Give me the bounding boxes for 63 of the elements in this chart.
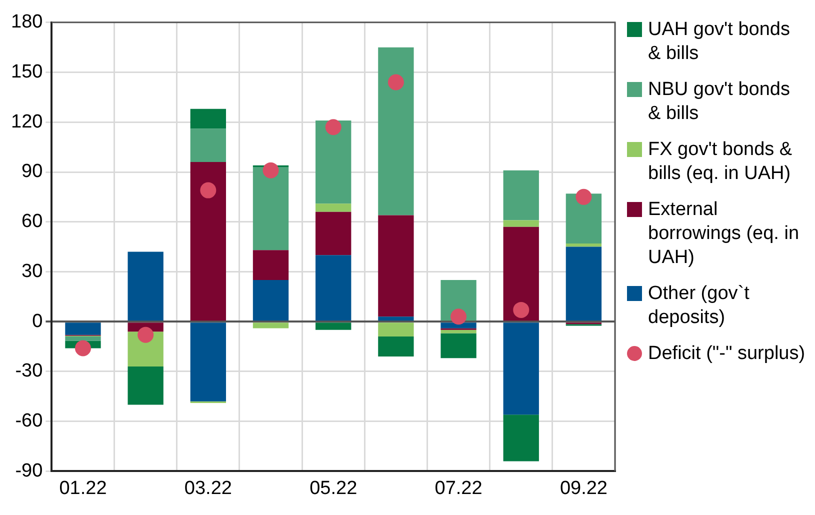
bar	[128, 252, 164, 321]
legend-label: Other (gov`t deposits)	[648, 282, 750, 330]
bar	[252, 322, 289, 328]
bar	[378, 336, 414, 357]
bar	[316, 204, 352, 212]
y-tick-label: 30	[22, 260, 43, 282]
point	[74, 340, 91, 356]
bar	[440, 330, 476, 334]
y-tick-label: -60	[15, 410, 43, 432]
y-tick-label: 120	[11, 111, 43, 132]
bar	[190, 128, 226, 162]
bar	[378, 47, 414, 216]
y-tick-label: 180	[11, 12, 43, 33]
bar	[128, 366, 164, 405]
legend-label: External borrowings (eq. in UAH)	[648, 198, 800, 270]
x-tick-label: 05.22	[310, 478, 358, 499]
x-tick-label: 01.22	[59, 478, 107, 499]
bar	[503, 414, 539, 462]
bar	[503, 170, 539, 220]
bar	[65, 322, 101, 335]
bar	[566, 194, 602, 244]
bar	[440, 322, 476, 328]
point	[262, 162, 279, 178]
legend-label: NBU gov't bonds & bills	[648, 78, 791, 126]
x-tick-label: 03.22	[184, 478, 232, 499]
x-tick-label: 09.22	[560, 478, 608, 499]
bar	[440, 333, 476, 358]
bar	[566, 246, 602, 321]
bar	[252, 280, 289, 321]
bar	[190, 108, 226, 129]
point	[576, 188, 592, 205]
y-tick-label: -90	[15, 460, 43, 482]
point	[388, 74, 404, 90]
y-tick-label: 90	[22, 161, 43, 182]
bar	[378, 316, 414, 321]
point	[200, 182, 216, 198]
bar	[316, 322, 352, 330]
bar	[190, 322, 226, 402]
y-tick-label: 0	[32, 310, 43, 332]
point	[513, 302, 530, 318]
bar	[378, 322, 414, 337]
y-tick-label: -30	[15, 360, 43, 382]
bar	[316, 212, 352, 256]
point	[325, 119, 342, 136]
bar	[190, 162, 226, 321]
point	[450, 308, 467, 325]
bar	[252, 167, 289, 250]
bar	[316, 255, 352, 321]
y-tick-label: 60	[22, 211, 43, 232]
bar	[316, 120, 352, 204]
bar	[503, 226, 539, 321]
bar	[65, 336, 101, 341]
y-tick-label: 150	[11, 62, 43, 82]
legend-label: FX gov't bonds & bills (eq. in UAH)	[648, 138, 794, 186]
legend-label: UAH gov't bonds & bills	[648, 18, 791, 66]
bar	[503, 220, 539, 227]
bar	[378, 215, 414, 317]
bar	[503, 322, 539, 415]
bar	[566, 243, 602, 247]
legend-label: Deficit ("-" surplus)	[648, 342, 806, 366]
bar	[252, 250, 289, 280]
x-tick-label: 07.22	[434, 478, 482, 499]
point	[138, 326, 154, 343]
